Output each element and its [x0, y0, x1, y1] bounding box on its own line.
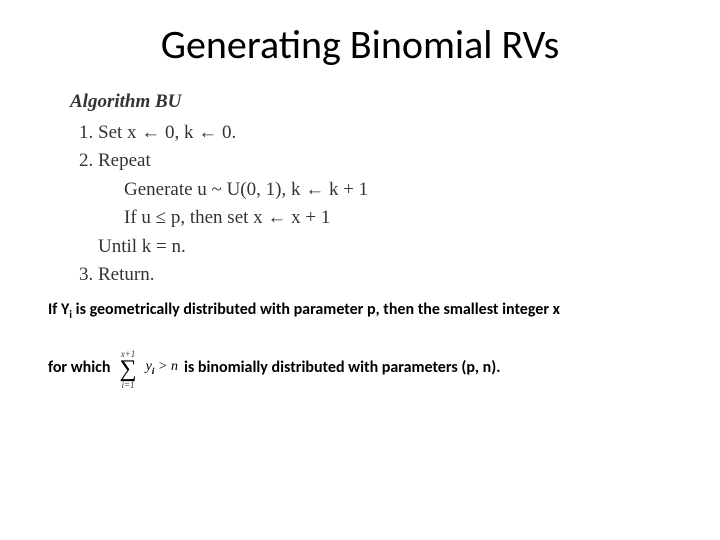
note-line-2: for which x+1 ∑ i=1 yi > n is binomially… [48, 348, 678, 388]
slide: Generating Binomial RVs Algorithm BU Set… [0, 0, 720, 540]
sum-body: yi > n [146, 359, 178, 378]
note1-prefix: If Y [48, 300, 69, 319]
algorithm-steps: Set x ← 0, k ← 0. Repeat Generate u ~ U(… [70, 119, 450, 290]
sum-lower: i=1 [121, 381, 134, 390]
algorithm-block: Algorithm BU Set x ← 0, k ← 0. Repeat Ge… [70, 88, 450, 290]
algorithm-heading: Algorithm BU [70, 88, 450, 117]
summation-symbol: x+1 ∑ i=1 [119, 350, 136, 390]
note2-suffix: is binomially distributed with parameter… [184, 358, 501, 377]
note1-suffix: is geometrically distributed with parame… [72, 300, 560, 319]
algorithm-step-1: Set x ← 0, k ← 0. [98, 119, 450, 148]
step2-text: Repeat [98, 150, 151, 171]
note2-prefix: for which [48, 358, 110, 377]
algorithm-step-2: Repeat Generate u ~ U(0, 1), k ← k + 1 I… [98, 147, 450, 261]
slide-title: Generating Binomial RVs [0, 20, 720, 69]
step1-text: Set x ← 0, k ← 0. [98, 122, 236, 143]
step2c-text: Until k = n. [98, 233, 450, 262]
sum-body-rel: > n [155, 359, 178, 374]
step3-text: Return. [98, 264, 154, 285]
step2a-text: Generate u ~ U(0, 1), k ← k + 1 [124, 176, 450, 205]
sigma-icon: ∑ [119, 359, 136, 381]
note-line-1: If Yi is geometrically distributed with … [48, 300, 678, 323]
step2b-text: If u ≤ p, then set x ← x + 1 [124, 204, 450, 233]
algorithm-step-3: Return. [98, 261, 450, 290]
